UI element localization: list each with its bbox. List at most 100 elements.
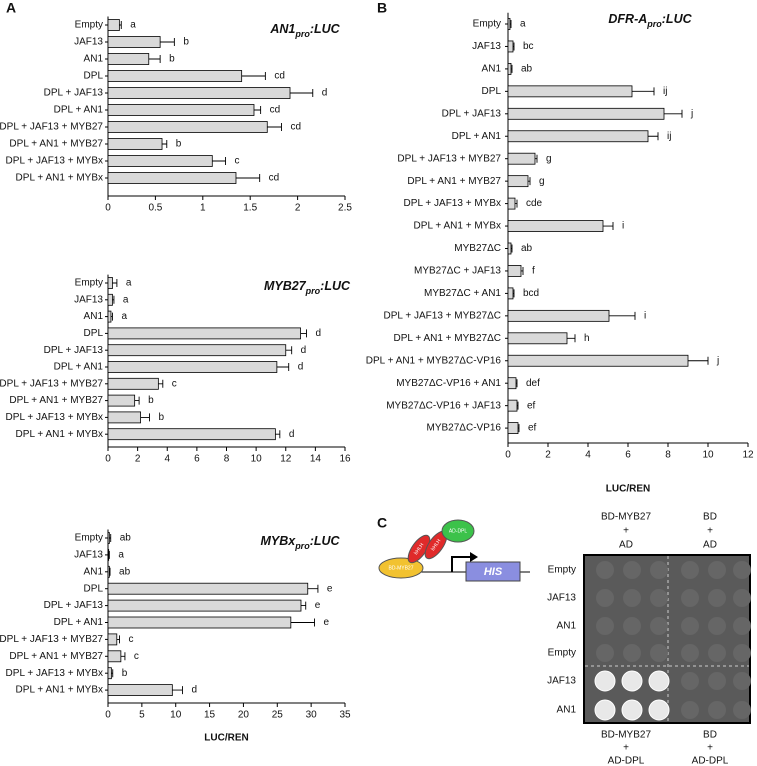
colony: [594, 699, 616, 721]
x-tick-label: 6: [194, 454, 200, 465]
significance-letter: a: [118, 550, 124, 561]
y-tick-label: MYB27ΔC-VP16: [427, 423, 502, 434]
colony: [650, 644, 668, 662]
bar: [507, 354, 689, 367]
bar: [507, 377, 517, 390]
y-tick-label: Empty: [75, 20, 103, 31]
column-footer: BD-MYB27: [601, 730, 651, 741]
title-part: pro: [294, 541, 310, 551]
promoter-arrow: [451, 556, 470, 572]
panel-label: B: [377, 0, 387, 16]
significance-letter: b: [176, 139, 182, 150]
y-tick-label: MYB27ΔC-VP16 + AN1: [396, 378, 501, 389]
error-bar: [267, 123, 282, 131]
significance-letter: d: [315, 328, 321, 339]
bd-label: BD-MYB27: [388, 565, 413, 571]
x-tick-label: 2: [295, 203, 301, 214]
column-footer: BD: [703, 730, 717, 741]
title-part: pro: [305, 286, 321, 296]
error-bar: [253, 106, 262, 114]
title-part: pro: [294, 29, 310, 39]
y-tick-label: DPL + AN1 + MYB27: [9, 395, 103, 406]
panel-label: C: [377, 515, 387, 531]
title-part: DFR-A: [608, 12, 647, 26]
x-tick-label: 10: [702, 450, 714, 461]
significance-letter: d: [301, 345, 307, 356]
bar: [507, 242, 512, 255]
significance-letter: e: [324, 617, 330, 628]
error-bar: [276, 363, 290, 371]
y-tick-label: Empty: [473, 19, 501, 30]
bar: [507, 175, 529, 188]
significance-letter: cde: [526, 198, 543, 209]
error-bar: [108, 550, 110, 559]
bar: [107, 172, 237, 184]
colony: [648, 699, 670, 721]
y-tick-label: DPL + JAF13 + MYB27ΔC: [384, 310, 501, 321]
bar: [507, 40, 514, 53]
bar: [507, 63, 512, 75]
significance-letter: g: [539, 176, 545, 187]
colony: [733, 617, 751, 635]
significance-letter: d: [289, 429, 295, 440]
colony: [648, 670, 670, 692]
x-tick-label: 12: [280, 454, 292, 465]
row-label: Empty: [548, 648, 576, 659]
bar: [507, 265, 522, 277]
x-tick-label: 8: [665, 450, 671, 461]
significance-letter: ij: [663, 86, 667, 97]
bar: [107, 599, 302, 612]
bar: [507, 287, 514, 300]
colony: [623, 589, 641, 607]
colony: [621, 670, 643, 692]
colony: [650, 617, 668, 635]
error-bar: [300, 601, 307, 610]
error-bar: [513, 42, 515, 51]
significance-letter: c: [172, 378, 177, 389]
yeast-plate: [583, 554, 751, 724]
significance-letter: e: [315, 600, 321, 611]
significance-letter: b: [169, 54, 175, 65]
error-bar: [307, 584, 319, 593]
colony: [681, 672, 699, 690]
x-tick-label: 1: [200, 203, 206, 214]
y-tick-label: DPL + JAF13 + MYBx: [404, 198, 501, 209]
significance-letter: def: [526, 378, 540, 389]
significance-letter: j: [716, 355, 719, 366]
diagram: HIS BD-MYB27 bHLH bHLH AD-DPL: [378, 519, 530, 582]
x-tick-label: 2: [135, 454, 141, 465]
colony: [708, 617, 726, 635]
x-tick-label: 0.5: [148, 203, 162, 214]
error-bar: [510, 20, 512, 28]
colony: [733, 561, 751, 579]
title-part: :LUC: [320, 279, 351, 293]
error-bar: [515, 199, 518, 208]
y-tick-label: JAF13: [472, 41, 501, 52]
colony: [650, 561, 668, 579]
bar: [507, 85, 633, 98]
significance-letter: d: [322, 88, 328, 99]
x-tick-label: 10: [170, 710, 182, 721]
column-header: AD: [619, 540, 633, 551]
y-tick-label: DPL + AN1 + MYB27: [407, 176, 501, 187]
ad-label: AD-DPL: [449, 528, 468, 534]
y-tick-label: MYB27ΔC: [454, 243, 501, 254]
column-header: +: [623, 526, 629, 537]
bar: [107, 411, 141, 424]
significance-letter: e: [327, 583, 333, 594]
significance-letter: h: [584, 333, 590, 344]
y-tick-label: Empty: [75, 533, 103, 544]
y-tick-label: DPL + JAF13: [442, 108, 502, 119]
error-bar: [518, 424, 520, 433]
y-tick-label: AN1: [482, 64, 502, 75]
bar: [107, 650, 122, 663]
significance-letter: bc: [523, 41, 534, 52]
title-part: :LUC: [310, 534, 341, 548]
error-bar: [521, 266, 524, 275]
colony: [623, 644, 641, 662]
y-tick-label: DPL: [84, 71, 104, 82]
colony: [681, 701, 699, 719]
significance-letter: ab: [521, 243, 533, 254]
error-bar: [112, 295, 115, 304]
